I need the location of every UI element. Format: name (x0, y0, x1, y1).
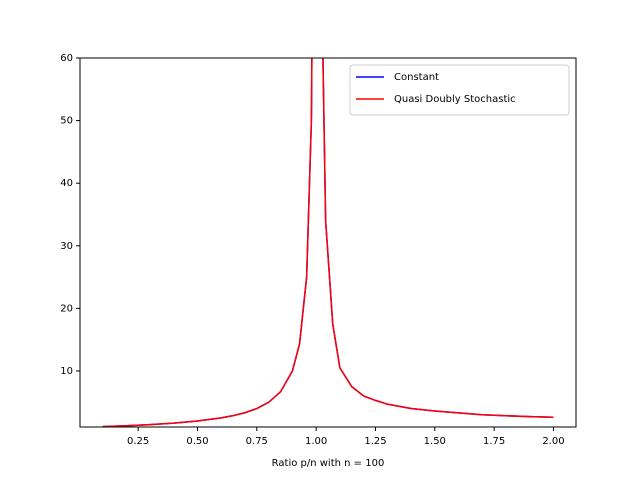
y-tick-label: 20 (60, 303, 73, 314)
x-tick-label: 0.25 (127, 436, 149, 447)
x-axis-label: Ratio p/n with n = 100 (272, 458, 385, 469)
x-tick-label: 2.00 (542, 436, 564, 447)
x-tick-label: 1.25 (364, 436, 386, 447)
axes-frame (79, 57, 577, 428)
plot-area (102, 58, 554, 427)
x-tick-label: 1.75 (483, 436, 505, 447)
x-tick-label: 1.00 (305, 436, 327, 447)
x-tick-label: 1.50 (424, 436, 446, 447)
line-series (102, 58, 554, 427)
legend-box (349, 64, 570, 116)
y-tick-label: 60 (60, 53, 73, 64)
x-tick-label: 0.75 (246, 436, 268, 447)
legend-label: Quasi Doubly Stochastic (394, 94, 516, 105)
y-tick-label: 30 (60, 241, 73, 252)
y-tick-label: 10 (60, 366, 73, 377)
y-tick-label: 50 (60, 116, 73, 127)
x-tick-label: 0.50 (186, 436, 208, 447)
legend-label: Constant (394, 72, 439, 83)
y-tick-label: 40 (60, 178, 73, 189)
